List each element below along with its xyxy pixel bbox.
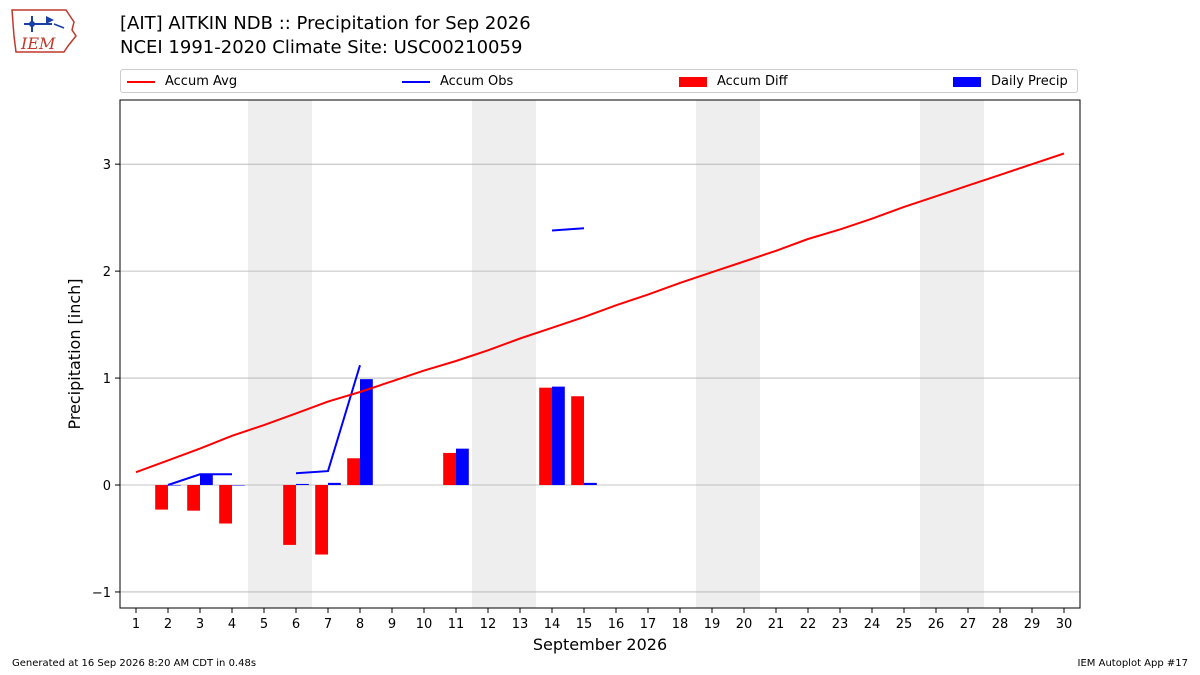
x-tick-label: 5 xyxy=(260,617,268,632)
daily-precip-bar xyxy=(296,483,309,486)
footer-generated: Generated at 16 Sep 2026 8:20 AM CDT in … xyxy=(12,658,257,669)
x-tick-label: 20 xyxy=(736,617,753,632)
accum-obs-line xyxy=(551,227,585,232)
daily-precip-bar xyxy=(456,448,469,486)
x-tick-label: 26 xyxy=(928,617,945,632)
accum-obs-line xyxy=(167,473,232,486)
x-tick-label: 6 xyxy=(292,617,300,632)
legend-swatch-accum-avg xyxy=(127,80,155,83)
x-tick-label: 29 xyxy=(1024,617,1041,632)
legend-label-accum-avg: Accum Avg xyxy=(165,74,238,89)
legend-item-accum-diff: Accum Diff xyxy=(679,73,788,91)
daily-precip-bar xyxy=(328,482,341,486)
weekend-shade xyxy=(248,100,312,608)
x-tick-label: 2 xyxy=(164,617,172,632)
accum-diff-bar xyxy=(315,485,328,555)
legend-item-accum-obs: Accum Obs xyxy=(402,73,513,91)
weekend-shade xyxy=(696,100,760,608)
x-tick-label: 13 xyxy=(512,617,529,632)
x-tick-label: 23 xyxy=(832,617,849,632)
x-tick-label: 14 xyxy=(544,617,561,632)
x-tick-label: 22 xyxy=(800,617,817,632)
x-tick-label: 17 xyxy=(640,617,657,632)
footer-app: IEM Autoplot App #17 xyxy=(1077,658,1188,669)
x-tick-label: 4 xyxy=(228,617,236,632)
x-tick-label: 7 xyxy=(324,617,332,632)
x-tick-label: 16 xyxy=(608,617,625,632)
x-tick-label: 12 xyxy=(480,617,497,632)
x-tick-label: 18 xyxy=(672,617,689,632)
legend-label-daily-precip: Daily Precip xyxy=(991,74,1068,89)
legend-swatch-daily-precip xyxy=(953,76,981,87)
daily-precip-bar xyxy=(168,485,181,486)
accum-obs-line xyxy=(295,364,361,475)
accum-diff-bar xyxy=(155,485,168,510)
weekend-shade xyxy=(472,100,536,608)
x-tick-label: 3 xyxy=(196,617,204,632)
y-tick-label: 1 xyxy=(103,372,111,387)
y-tick-label: −1 xyxy=(92,586,111,601)
daily-precip-bar xyxy=(360,379,373,486)
legend-label-accum-obs: Accum Obs xyxy=(440,74,514,89)
x-tick-label: 15 xyxy=(576,617,593,632)
accum-avg-line xyxy=(135,152,1065,474)
y-tick-label: 3 xyxy=(103,158,111,173)
legend-item-daily-precip: Daily Precip xyxy=(953,73,1068,91)
legend-swatch-accum-diff xyxy=(679,76,707,87)
x-tick-label: 11 xyxy=(448,617,465,632)
x-tick-label: 25 xyxy=(896,617,913,632)
accum-diff-bar xyxy=(187,485,200,511)
y-axis-label: Precipitation [inch] xyxy=(65,278,84,429)
x-tick-label: 28 xyxy=(992,617,1009,632)
x-tick-label: 19 xyxy=(704,617,721,632)
chart-title: [AIT] AITKIN NDB :: Precipitation for Se… xyxy=(120,13,531,34)
x-tick-label: 27 xyxy=(960,617,977,632)
legend-label-accum-diff: Accum Diff xyxy=(717,74,788,89)
iem-logo: IEM xyxy=(11,9,77,53)
x-tick-label: 24 xyxy=(864,617,881,632)
x-tick-label: 21 xyxy=(768,617,785,632)
accum-diff-bar xyxy=(443,452,456,486)
iowa-outline-icon xyxy=(11,9,77,53)
plot-frame xyxy=(119,99,1081,609)
x-tick-label: 8 xyxy=(356,617,364,632)
legend-swatch-accum-obs xyxy=(402,80,430,83)
x-tick-label: 1 xyxy=(132,617,140,632)
daily-precip-bar xyxy=(552,386,565,486)
y-tick-label: 2 xyxy=(103,265,111,280)
accum-diff-bar xyxy=(571,396,584,486)
x-tick-label: 30 xyxy=(1056,617,1073,632)
daily-precip-bar xyxy=(584,482,597,486)
logo-text: IEM xyxy=(20,34,56,53)
x-axis-label: September 2026 xyxy=(533,635,667,654)
legend-item-accum-avg: Accum Avg xyxy=(127,73,237,91)
daily-precip-bar xyxy=(200,474,213,486)
y-tick-label: 0 xyxy=(103,479,111,494)
accum-diff-bar xyxy=(539,387,552,486)
weekend-shade xyxy=(920,100,984,608)
chart-legend: Accum Avg Accum Obs Accum Diff Daily Pre… xyxy=(120,69,1078,93)
chart-subtitle: NCEI 1991-2020 Climate Site: USC00210059 xyxy=(120,37,523,58)
x-tick-label: 10 xyxy=(416,617,433,632)
accum-diff-bar xyxy=(283,485,296,545)
daily-precip-bar xyxy=(232,485,245,486)
x-tick-label: 9 xyxy=(388,617,396,632)
accum-diff-bar xyxy=(347,458,360,486)
accum-diff-bar xyxy=(219,485,232,524)
